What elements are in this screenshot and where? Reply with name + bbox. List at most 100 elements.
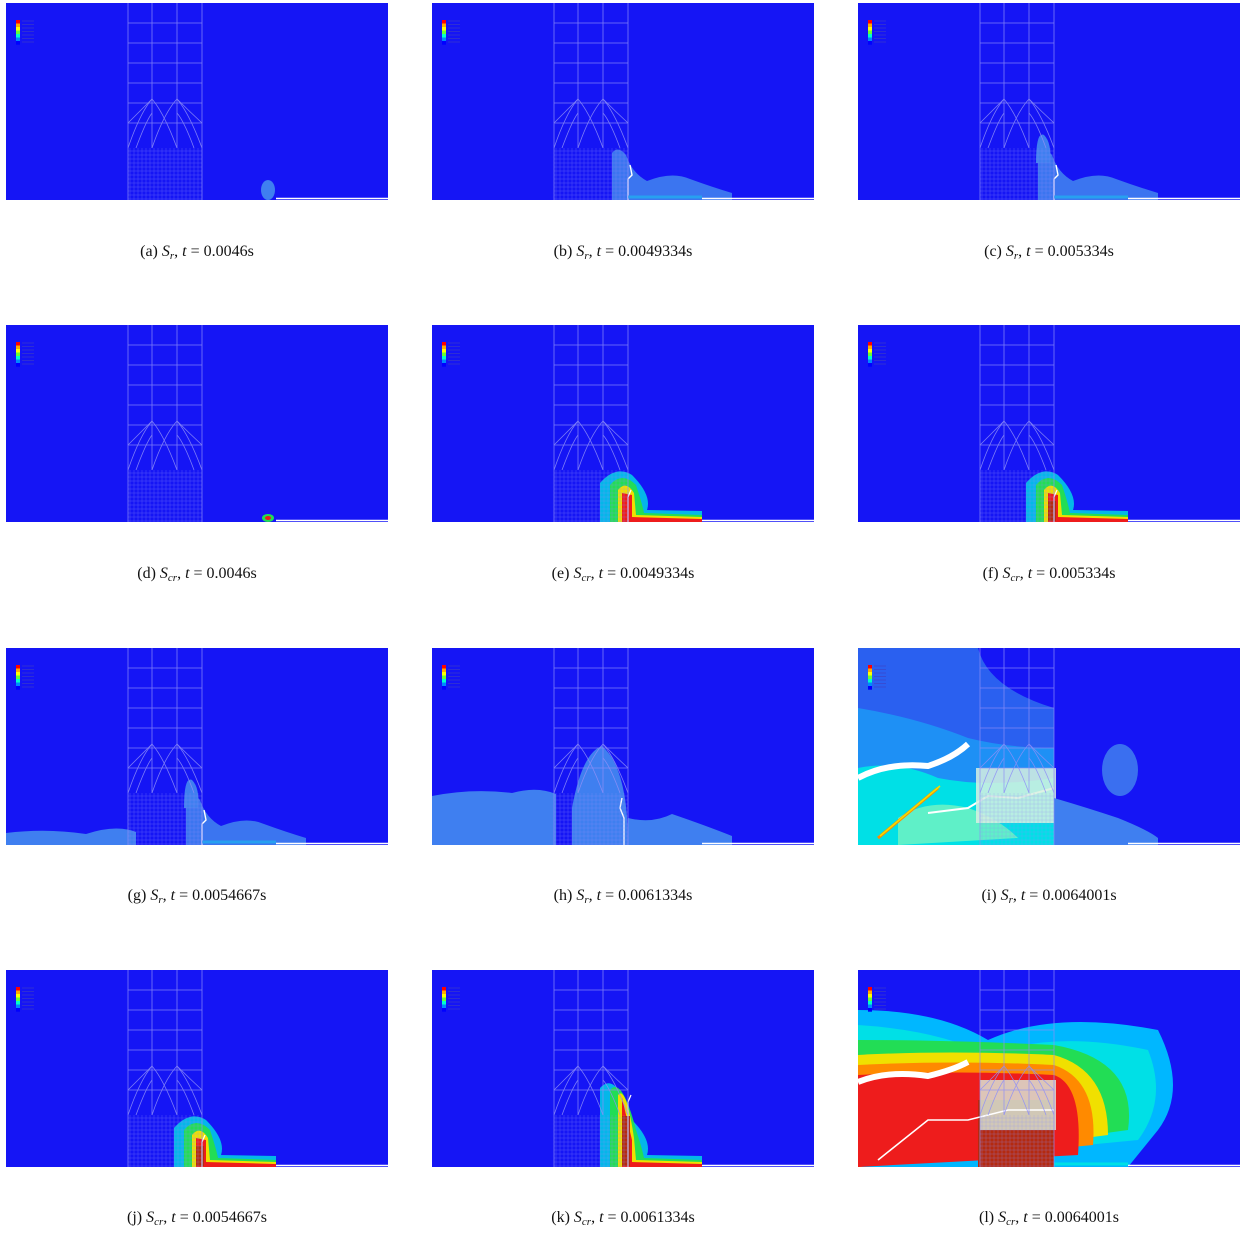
caption-time-value: = 0.0049334s <box>607 565 695 582</box>
caption-label: (k) <box>551 1209 570 1226</box>
color-legend <box>868 20 886 45</box>
right-damage <box>628 814 732 845</box>
caption-time-value: = 0.005334s <box>1034 243 1114 260</box>
core-zone <box>622 1116 630 1166</box>
caption-time-var: t <box>599 1209 604 1226</box>
color-legend <box>442 342 460 367</box>
color-legend <box>868 342 886 367</box>
caption-time-var: t <box>1020 887 1026 904</box>
fine-mesh-block <box>980 470 1054 522</box>
caption-label: (h) <box>553 887 573 904</box>
plot-background <box>6 325 388 522</box>
caption-subscript: r <box>1008 894 1013 906</box>
caption-time-var: t <box>596 887 602 904</box>
caption-label: (g) <box>127 887 147 904</box>
color-legend <box>442 665 460 690</box>
mesh-overlay <box>979 648 1055 845</box>
subfigure-h <box>432 648 814 845</box>
color-legend <box>442 20 460 45</box>
contour-plot <box>858 970 1240 1167</box>
contour-plot <box>6 325 388 522</box>
caption-time-var: t <box>182 243 187 260</box>
fine-mesh-block <box>128 793 202 845</box>
caption-subscript: r <box>169 250 175 262</box>
caption-time-var: t <box>185 565 190 582</box>
caption-symbol: S <box>1005 243 1014 260</box>
fine-mesh-block <box>980 793 1054 845</box>
mesh-overlay <box>127 970 203 1167</box>
color-legend <box>868 987 886 1012</box>
caption-symbol: S <box>576 243 585 260</box>
caption-subscript: cr <box>154 1216 164 1228</box>
caption-symbol: S <box>159 565 168 582</box>
mesh-overlay <box>127 325 203 522</box>
caption-subscript: r <box>584 894 589 906</box>
contour-plot <box>432 648 814 845</box>
caption-symbol: S <box>1000 887 1009 904</box>
caption-subscript: cr <box>1006 1216 1016 1228</box>
caption-symbol: S <box>1002 565 1011 582</box>
fine-mesh-block <box>128 148 202 200</box>
caption-a: (a) Sr, t = 0.0046s <box>140 243 254 262</box>
left-damage <box>6 828 136 845</box>
caption-label: (i) <box>981 887 997 904</box>
caption-subscript: cr <box>167 572 178 584</box>
mesh-overlay <box>127 648 203 845</box>
subfigure-f <box>858 325 1240 522</box>
color-legend <box>442 987 460 1012</box>
damage-blob <box>261 180 275 200</box>
caption-time-var: t <box>171 1209 176 1226</box>
contour-plot <box>432 3 814 200</box>
contour-plot <box>858 648 1240 845</box>
red-zone <box>622 493 702 522</box>
color-legend <box>868 665 886 690</box>
caption-time-var: t <box>598 565 604 582</box>
subfigure-g <box>6 648 388 845</box>
subfigure-a <box>6 3 388 200</box>
damage-plume <box>1036 134 1051 163</box>
caption-label: (c) <box>984 243 1002 260</box>
caption-time-var: t <box>170 887 176 904</box>
subfigure-e <box>432 325 814 522</box>
caption-symbol: S <box>146 1209 155 1226</box>
caption-g: (g) Sr, t = 0.0054667s <box>127 887 267 906</box>
caption-d: (d) Scr, t = 0.0046s <box>137 565 257 584</box>
caption-time-value: = 0.0054667s <box>179 887 267 904</box>
contour-plot <box>858 3 1240 200</box>
fine-mesh-block <box>554 793 628 845</box>
caption-time-value: = 0.005334s <box>1036 565 1116 582</box>
caption-symbol: S <box>150 887 159 904</box>
damage-core <box>265 516 271 520</box>
mesh-overlay <box>553 648 629 845</box>
contour-plot <box>6 648 388 845</box>
caption-e: (e) Scr, t = 0.0049334s <box>551 565 695 584</box>
right-blob <box>1102 744 1138 796</box>
caption-j: (j) Scr, t = 0.0054667s <box>127 1209 267 1228</box>
caption-time-value: = 0.0064001s <box>1031 1209 1119 1226</box>
plot-background <box>6 3 388 200</box>
fine-mesh-block <box>980 1115 1054 1167</box>
mesh-overlay <box>553 3 629 200</box>
mesh-overlay <box>553 970 629 1167</box>
subfigure-l <box>858 970 1240 1167</box>
caption-time-value: = 0.0046s <box>190 243 254 260</box>
damage-region <box>612 149 732 200</box>
fine-mesh-block <box>554 148 628 200</box>
fine-mesh-block <box>554 470 628 522</box>
caption-l: (l) Scr, t = 0.0064001s <box>979 1209 1119 1228</box>
green-zone <box>898 804 1018 845</box>
color-legend <box>16 342 34 367</box>
caption-subscript: cr <box>581 1216 592 1228</box>
caption-b: (b) Sr, t = 0.0049334s <box>553 243 693 262</box>
caption-h: (h) Sr, t = 0.0061334s <box>553 887 693 906</box>
subfigure-j <box>6 970 388 1167</box>
caption-symbol: S <box>576 887 585 904</box>
caption-k: (k) Scr, t = 0.0061334s <box>551 1209 695 1228</box>
mesh-overlay <box>979 325 1055 522</box>
damage-region <box>1038 149 1158 200</box>
fine-mesh-block <box>554 1115 628 1167</box>
caption-label: (b) <box>553 243 573 260</box>
crack-network <box>976 768 1056 823</box>
white-arc <box>858 741 971 781</box>
caption-time-value: = 0.0054667s <box>179 1209 267 1226</box>
